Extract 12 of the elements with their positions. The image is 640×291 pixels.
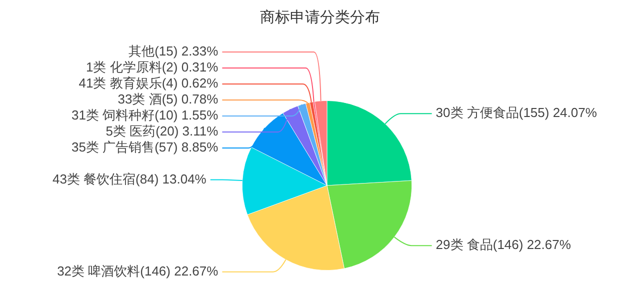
slice-label: 5类 医药(20) 3.11% bbox=[106, 124, 219, 139]
slice-label: 43类 餐饮住宿(84) 13.04% bbox=[52, 171, 207, 186]
slice-label: 30类 方便食品(155) 24.07% bbox=[436, 105, 598, 120]
slice-label: 41类 教育娱乐(4) 0.62% bbox=[78, 76, 219, 91]
slice-label: 29类 食品(146) 22.67% bbox=[436, 237, 572, 252]
slice-label: 其他(15) 2.33% bbox=[128, 44, 219, 59]
chart-title: 商标申请分类分布 bbox=[260, 9, 380, 26]
slice-label: 35类 广告销售(57) 8.85% bbox=[72, 140, 219, 155]
slice-label: 1类 化学原料(2) 0.31% bbox=[86, 60, 219, 75]
slice-label: 32类 啤酒饮料(146) 22.67% bbox=[57, 263, 219, 278]
slice-label: 31类 饲料种籽(10) 1.55% bbox=[72, 108, 219, 123]
slice-label: 33类 酒(5) 0.78% bbox=[118, 92, 219, 107]
